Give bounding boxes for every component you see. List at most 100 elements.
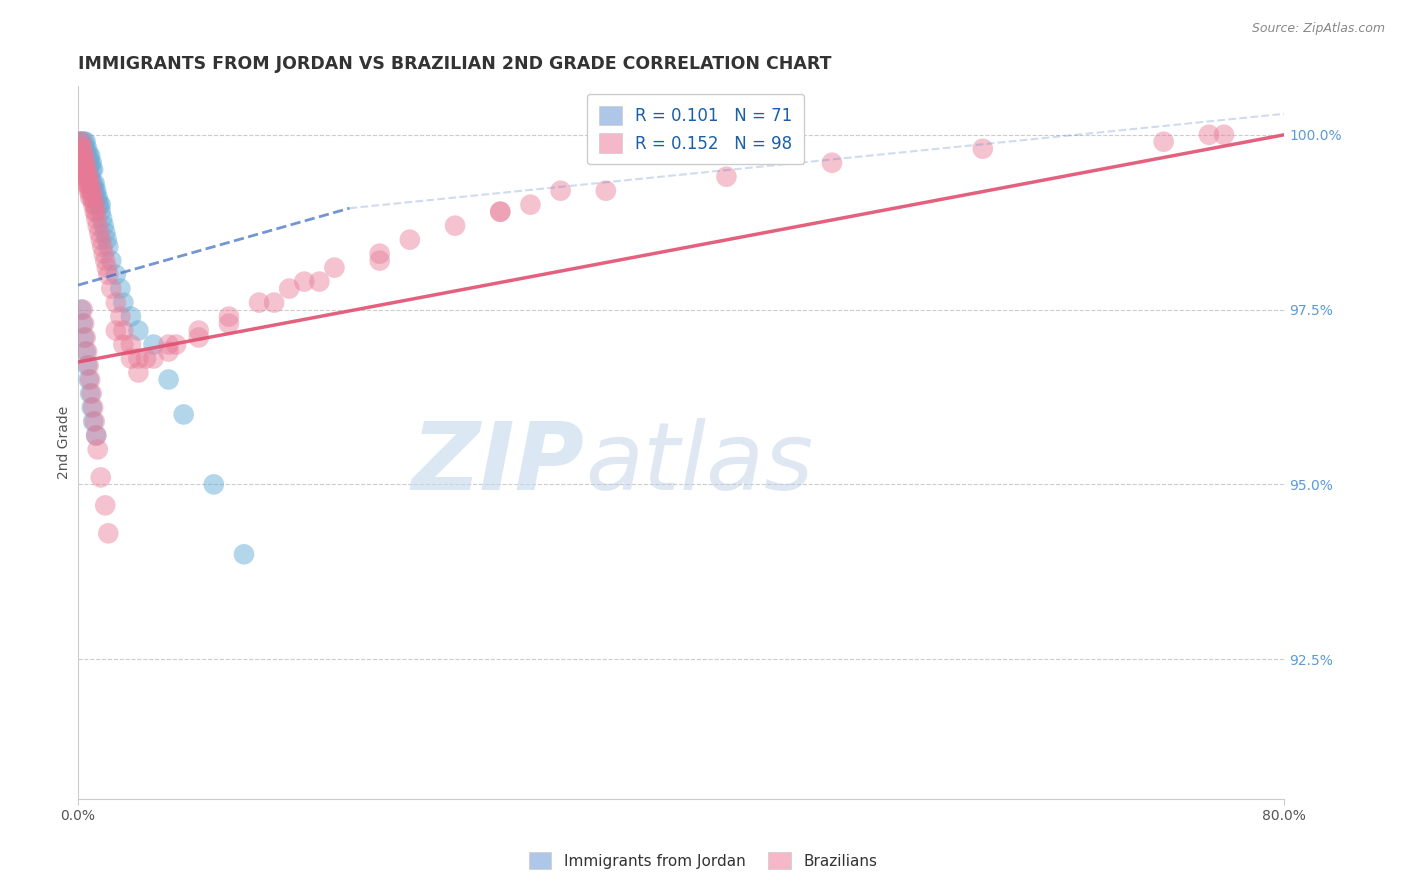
Point (84, 184, 107, 198)
Point (80, 386, 103, 401)
Point (84, 211, 107, 226)
Point (83, 184, 105, 198)
Point (187, 330, 209, 344)
Point (80, 155, 103, 169)
Point (89, 197, 111, 211)
Point (72, 317, 94, 331)
Point (69, 135, 91, 149)
Point (70, 149, 93, 163)
Point (79, 169, 101, 184)
Point (79, 155, 101, 169)
Point (83, 414, 105, 428)
Point (157, 372, 180, 386)
Point (79, 149, 101, 163)
Point (90, 197, 112, 211)
Point (82, 197, 104, 211)
Point (82, 184, 104, 198)
Point (75, 177, 97, 191)
Point (77, 372, 100, 386)
Point (70, 149, 93, 163)
Point (202, 477, 225, 491)
Point (77, 177, 100, 191)
Point (82, 414, 104, 428)
Point (82, 162, 104, 177)
Point (83, 204, 105, 219)
Point (368, 253, 391, 268)
Point (75, 135, 97, 149)
Point (70, 135, 93, 149)
Point (79, 177, 101, 191)
Point (73, 169, 96, 184)
Point (72, 162, 94, 177)
Point (90, 233, 112, 247)
Point (100, 282, 122, 296)
Point (1153, 135, 1175, 149)
Point (82, 401, 104, 415)
Point (595, 184, 617, 198)
Point (323, 260, 346, 275)
Point (75, 142, 97, 156)
Point (80, 162, 103, 177)
Point (91, 211, 114, 226)
Point (72, 142, 94, 156)
Point (73, 155, 96, 169)
Point (76, 162, 98, 177)
Point (87, 442, 110, 457)
Point (173, 408, 195, 422)
Point (72, 149, 94, 163)
Point (104, 324, 127, 338)
Point (83, 177, 105, 191)
Point (87, 191, 110, 205)
Point (70, 155, 93, 169)
Text: atlas: atlas (585, 418, 813, 509)
Point (110, 310, 132, 324)
Point (142, 351, 165, 366)
Point (89, 226, 111, 240)
Point (75, 330, 97, 344)
Point (72, 135, 94, 149)
Point (72, 155, 94, 169)
Point (96, 233, 118, 247)
Point (70, 155, 93, 169)
Point (76, 344, 98, 359)
Point (76, 162, 98, 177)
Point (489, 204, 512, 219)
Point (73, 155, 96, 169)
Point (87, 219, 110, 233)
Point (93, 246, 115, 260)
Point (80, 401, 103, 415)
Point (120, 337, 142, 351)
Point (91, 240, 114, 254)
Point (96, 260, 118, 275)
Point (97, 240, 120, 254)
Point (77, 155, 100, 169)
Point (72, 149, 94, 163)
Point (69, 142, 91, 156)
Point (157, 337, 180, 351)
Point (165, 337, 187, 351)
Point (72, 162, 94, 177)
Point (72, 155, 94, 169)
Point (69, 149, 91, 163)
Point (75, 149, 97, 163)
Point (70, 302, 93, 317)
Point (97, 268, 120, 282)
Point (80, 191, 103, 205)
Point (70, 135, 93, 149)
Point (82, 191, 104, 205)
Point (77, 169, 100, 184)
Point (550, 184, 572, 198)
Point (84, 204, 107, 219)
Point (100, 253, 122, 268)
Point (821, 155, 844, 169)
Point (82, 177, 104, 191)
Point (76, 155, 98, 169)
Point (75, 155, 97, 169)
Point (69, 135, 91, 149)
Point (519, 197, 541, 211)
Point (127, 324, 149, 338)
Point (73, 330, 96, 344)
Point (77, 162, 100, 177)
Point (76, 359, 98, 373)
Point (97, 526, 120, 541)
